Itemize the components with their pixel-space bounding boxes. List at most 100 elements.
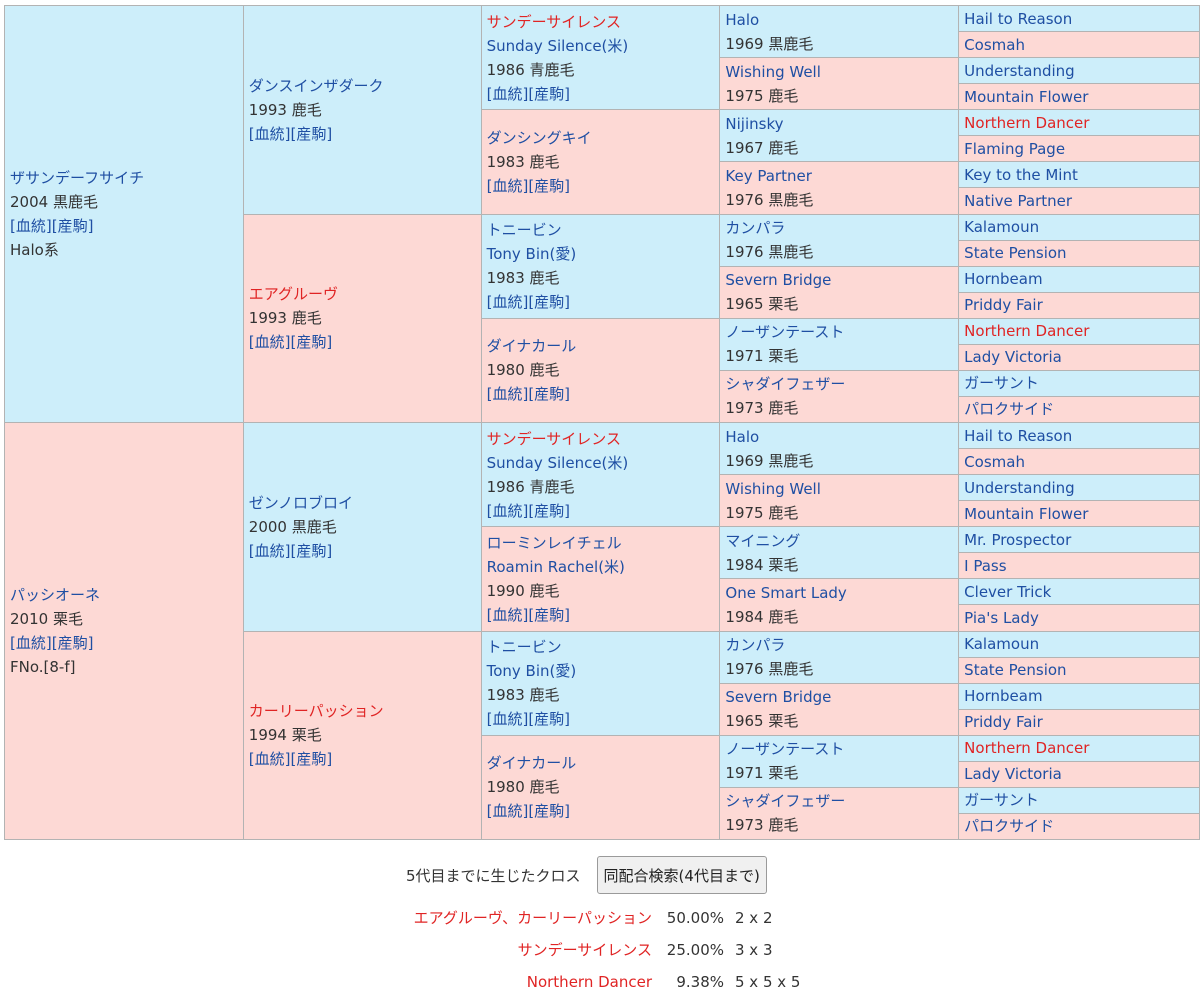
offspring-link[interactable]: [産駒] xyxy=(290,750,333,769)
horse-name-link[interactable]: Kalamoun xyxy=(964,218,1040,237)
horse-name-link[interactable]: ザサンデーフサイチ xyxy=(10,169,145,187)
pedigree-link[interactable]: [血統] xyxy=(248,541,291,560)
horse-name-link[interactable]: シャダイフェザー xyxy=(725,375,846,394)
horse-name-link[interactable]: I Pass xyxy=(964,556,1007,575)
offspring-link[interactable]: [産駒] xyxy=(528,605,571,624)
pedigree-link[interactable]: [血統] xyxy=(486,293,529,312)
horse-name-link[interactable]: シャダイフェザー xyxy=(725,792,846,811)
horse-name-link[interactable]: Cosmah xyxy=(964,452,1025,471)
horse-name-link[interactable]: One Smart Lady xyxy=(725,583,847,602)
horse-name-link[interactable]: Hornbeam xyxy=(964,270,1043,289)
horse-name-link[interactable]: Lady Victoria xyxy=(964,765,1062,784)
offspring-link[interactable]: [産駒] xyxy=(528,385,571,404)
horse-name-link[interactable]: ローミンレイチェル xyxy=(486,533,622,552)
horse-origin-name[interactable]: Tony Bin(愛) xyxy=(486,662,577,681)
horse-origin-name[interactable]: Sunday Silence(米) xyxy=(486,36,629,55)
gen4-ancestor-cell: ノーザンテースト 1971 栗毛 xyxy=(719,317,960,371)
cross-horse-link[interactable]: サンデーサイレンス xyxy=(517,941,652,959)
pedigree-link[interactable]: [血統] xyxy=(248,750,291,769)
horse-name-link[interactable]: カーリーパッション xyxy=(248,702,384,721)
horse-name-link[interactable]: Hail to Reason xyxy=(964,9,1073,28)
horse-name-link[interactable]: Wishing Well xyxy=(725,62,821,81)
horse-name-link[interactable]: Lady Victoria xyxy=(964,348,1062,367)
horse-name-link[interactable]: ノーザンテースト xyxy=(725,323,845,342)
pedigree-link[interactable]: [血統] xyxy=(10,634,52,652)
pedigree-link[interactable]: [血統] xyxy=(486,176,529,195)
horse-name-link[interactable]: Severn Bridge xyxy=(725,688,832,707)
horse-name-link[interactable]: トニービン xyxy=(486,638,562,657)
horse-name-link[interactable]: ダイナカール xyxy=(486,337,577,356)
horse-name-link[interactable]: State Pension xyxy=(964,661,1067,680)
offspring-link[interactable]: [産駒] xyxy=(51,217,94,235)
offspring-link[interactable]: [産駒] xyxy=(51,634,94,652)
horse-name-link[interactable]: パロクサイド xyxy=(964,817,1055,836)
horse-name-link[interactable]: カンパラ xyxy=(725,636,786,655)
horse-name-link[interactable]: Kalamoun xyxy=(964,635,1040,654)
horse-name-link[interactable]: Flaming Page xyxy=(964,139,1066,158)
horse-name-link[interactable]: ダイナカール xyxy=(486,754,577,773)
horse-name-link[interactable]: Cosmah xyxy=(964,35,1025,54)
horse-name-link[interactable]: Key Partner xyxy=(725,166,812,185)
horse-name-link[interactable]: ダンスインザダーク xyxy=(248,76,384,95)
pedigree-link[interactable]: [血統] xyxy=(486,605,529,624)
horse-name-link[interactable]: トニービン xyxy=(486,221,562,240)
horse-name-link[interactable]: Nijinsky xyxy=(725,114,784,133)
horse-origin-name[interactable]: Sunday Silence(米) xyxy=(486,453,629,472)
horse-name-link[interactable]: State Pension xyxy=(964,244,1067,263)
horse-name-link[interactable]: Halo xyxy=(725,427,760,446)
horse-name-link[interactable]: ゼンノロブロイ xyxy=(248,493,354,512)
horse-name-link[interactable]: Priddy Fair xyxy=(964,713,1043,732)
horse-name-link[interactable]: ガーサント xyxy=(964,791,1039,810)
horse-name-link[interactable]: パロクサイド xyxy=(964,400,1055,419)
horse-origin-name[interactable]: Tony Bin(愛) xyxy=(486,245,577,264)
horse-name-link[interactable]: カンパラ xyxy=(725,219,786,238)
horse-name-link[interactable]: Native Partner xyxy=(964,191,1073,210)
pedigree-link[interactable]: [血統] xyxy=(10,217,52,235)
horse-name-link[interactable]: Halo xyxy=(725,10,760,29)
offspring-link[interactable]: [産駒] xyxy=(290,541,333,560)
pedigree-link[interactable]: [血統] xyxy=(486,802,529,821)
offspring-link[interactable]: [産駒] xyxy=(290,124,333,143)
horse-name-link[interactable]: ガーサント xyxy=(964,374,1039,393)
horse-name-link[interactable]: パッシオーネ xyxy=(10,586,101,604)
offspring-link[interactable]: [産駒] xyxy=(528,293,571,312)
horse-name-link[interactable]: サンデーサイレンス xyxy=(486,429,621,448)
horse-name-link[interactable]: Mountain Flower xyxy=(964,87,1089,106)
cross-horse-link[interactable]: エアグルーヴ、カーリーパッション xyxy=(413,909,652,927)
horse-name-link[interactable]: Clever Trick xyxy=(964,582,1052,601)
horse-origin-name[interactable]: Roamin Rachel(米) xyxy=(486,557,625,576)
pedigree-link[interactable]: [血統] xyxy=(486,385,529,404)
pedigree-link[interactable]: [血統] xyxy=(248,124,291,143)
horse-name-link[interactable]: Priddy Fair xyxy=(964,296,1043,315)
offspring-link[interactable]: [産駒] xyxy=(528,710,571,729)
pedigree-link[interactable]: [血統] xyxy=(248,333,291,352)
horse-name-link[interactable]: Wishing Well xyxy=(725,479,821,498)
horse-name-link[interactable]: Severn Bridge xyxy=(725,271,832,290)
horse-name-link[interactable]: サンデーサイレンス xyxy=(486,12,621,31)
horse-name-link[interactable]: Northern Dancer xyxy=(964,739,1090,758)
horse-name-link[interactable]: Mr. Prospector xyxy=(964,530,1072,549)
horse-name-link[interactable]: Hail to Reason xyxy=(964,426,1073,445)
pedigree-link[interactable]: [血統] xyxy=(486,501,529,520)
offspring-link[interactable]: [産駒] xyxy=(528,501,571,520)
horse-name-link[interactable]: Pia's Lady xyxy=(964,608,1039,627)
horse-name-link[interactable]: Mountain Flower xyxy=(964,504,1089,523)
offspring-link[interactable]: [産駒] xyxy=(528,802,571,821)
horse-name-link[interactable]: Northern Dancer xyxy=(964,322,1090,341)
offspring-link[interactable]: [産駒] xyxy=(290,333,333,352)
pedigree-link[interactable]: [血統] xyxy=(486,710,529,729)
cross-horse-link[interactable]: Northern Dancer xyxy=(526,973,652,991)
horse-name-link[interactable]: Understanding xyxy=(964,478,1075,497)
same-mating-search-button[interactable]: 同配合検索(4代目まで) xyxy=(596,856,767,894)
horse-name-link[interactable]: ダンシングキイ xyxy=(486,128,592,147)
pedigree-link[interactable]: [血統] xyxy=(486,84,529,103)
horse-name-link[interactable]: Northern Dancer xyxy=(964,113,1090,132)
horse-name-link[interactable]: Understanding xyxy=(964,61,1075,80)
horse-name-link[interactable]: Hornbeam xyxy=(964,687,1043,706)
offspring-link[interactable]: [産駒] xyxy=(528,84,571,103)
horse-name-link[interactable]: マイニング xyxy=(725,531,801,550)
horse-name-link[interactable]: ノーザンテースト xyxy=(725,740,845,759)
horse-name-link[interactable]: エアグルーヴ xyxy=(248,285,339,304)
offspring-link[interactable]: [産駒] xyxy=(528,176,571,195)
horse-name-link[interactable]: Key to the Mint xyxy=(964,165,1078,184)
